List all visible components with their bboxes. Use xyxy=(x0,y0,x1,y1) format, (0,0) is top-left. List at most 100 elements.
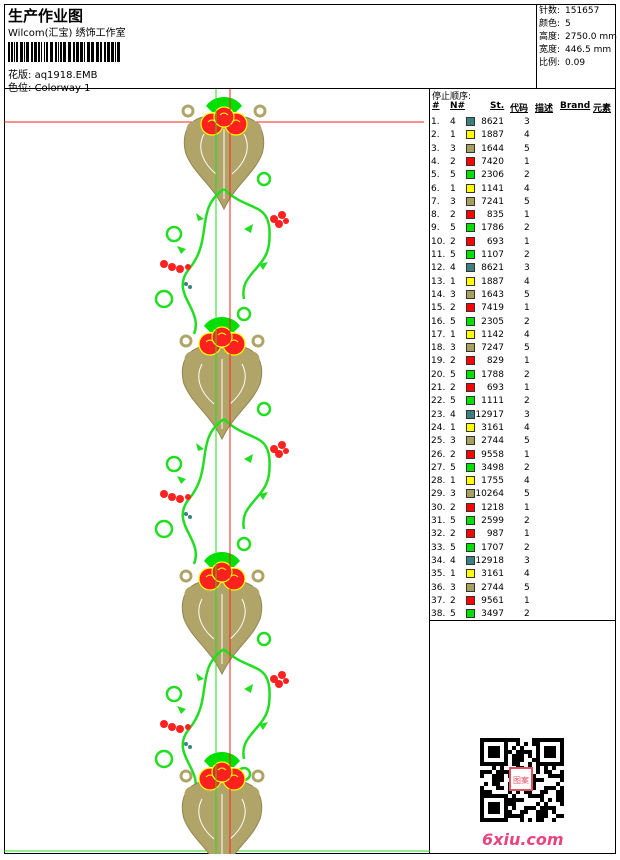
row-needle: 5 xyxy=(450,369,456,380)
row-index: 18. xyxy=(431,343,446,354)
row-code: 2 xyxy=(524,250,530,260)
row-needle: 1 xyxy=(450,130,456,141)
row-code: 2 xyxy=(524,462,530,473)
row-stitches: 1111 xyxy=(481,396,504,407)
row-code: 3 xyxy=(524,117,530,127)
color-swatch xyxy=(466,542,475,552)
table-row: 24. 1 3161 4 xyxy=(430,422,616,435)
row-needle: 1 xyxy=(450,276,456,287)
row-needle: 5 xyxy=(450,223,456,234)
row-stitches: 2599 xyxy=(481,516,504,526)
color-swatch xyxy=(466,529,475,539)
row-stitches: 3498 xyxy=(481,462,504,473)
row-index: 27. xyxy=(431,462,446,473)
row-index: 25. xyxy=(431,436,446,447)
row-needle: 2 xyxy=(450,383,456,393)
table-row: 27. 5 3498 2 xyxy=(430,462,616,475)
row-code: 1 xyxy=(524,502,530,513)
table-row: 32. 2 987 1 xyxy=(430,528,616,541)
row-stitches: 7241 xyxy=(481,196,504,207)
color-swatch xyxy=(466,143,475,153)
row-needle: 1 xyxy=(450,183,456,194)
row-index: 19. xyxy=(431,356,446,367)
row-stitches: 1755 xyxy=(481,476,504,487)
color-swatch xyxy=(466,462,475,472)
color-swatch xyxy=(466,183,475,193)
color-swatch xyxy=(466,250,475,259)
design-info-panel: 针数: 151657 颜色: 5 高度: 2750.0 mm 宽度: 446.5 mm … xyxy=(537,4,617,89)
table-row: 4. 2 7420 1 xyxy=(430,156,616,169)
row-stitches: 1887 xyxy=(481,276,504,287)
row-stitches: 1786 xyxy=(481,223,504,234)
color-swatch xyxy=(466,383,475,392)
row-code: 2 xyxy=(524,369,530,380)
qr-code: 图案 xyxy=(480,738,564,822)
design-preview xyxy=(4,89,430,860)
row-needle: 4 xyxy=(450,409,456,420)
col-header-element: 元素 xyxy=(593,104,612,114)
color-swatch xyxy=(466,343,475,353)
row-index: 4. xyxy=(431,156,440,167)
colorway-value: Colorway 1 xyxy=(34,83,91,94)
info-height: 高度: 2750.0 mm xyxy=(539,32,617,42)
row-stitches: 693 xyxy=(486,383,504,393)
row-needle: 5 xyxy=(450,396,456,407)
color-swatch xyxy=(466,476,475,486)
row-needle: 4 xyxy=(450,555,456,566)
row-code: 3 xyxy=(524,555,530,566)
row-index: 35. xyxy=(431,569,446,580)
row-stitches: 1218 xyxy=(481,502,504,513)
table-row: 29. 3 10264 5 xyxy=(430,488,616,501)
table-row: 7. 3 7241 5 xyxy=(430,196,616,209)
table-row: 10. 2 693 1 xyxy=(430,236,616,249)
row-index: 37. xyxy=(431,595,446,606)
row-index: 13. xyxy=(431,276,446,287)
stop-sequence-caption: 停止顺序: xyxy=(432,92,472,102)
col-header-stitches: St. xyxy=(490,101,505,111)
row-index: 3. xyxy=(431,143,440,154)
table-row: 35. 1 3161 4 xyxy=(430,568,616,581)
row-code: 4 xyxy=(524,130,530,141)
row-stitches: 2744 xyxy=(481,436,504,447)
col-header-needle: N# xyxy=(450,101,466,111)
row-code: 4 xyxy=(524,569,530,580)
row-stitches: 7420 xyxy=(481,156,504,167)
row-stitches: 1141 xyxy=(481,183,504,194)
watermark-site: 6xiu.com xyxy=(482,830,564,849)
row-stitches: 987 xyxy=(486,529,504,540)
row-code: 1 xyxy=(524,236,530,247)
row-needle: 5 xyxy=(450,170,456,181)
table-row: 37. 2 9561 1 xyxy=(430,595,616,608)
col-header-brand: Brand xyxy=(560,101,591,111)
row-stitches: 9558 xyxy=(481,449,504,460)
row-stitches: 1707 xyxy=(481,542,504,553)
row-index: 7. xyxy=(431,196,440,207)
row-needle: 1 xyxy=(450,569,456,580)
row-stitches: 2306 xyxy=(481,170,504,181)
row-needle: 2 xyxy=(450,236,456,247)
table-row: 28. 1 1755 4 xyxy=(430,475,616,488)
row-code: 5 xyxy=(524,289,530,300)
info-width: 宽度: 446.5 mm xyxy=(539,45,612,55)
row-needle: 2 xyxy=(450,529,456,540)
row-code: 4 xyxy=(524,422,530,433)
row-needle: 1 xyxy=(450,476,456,487)
info-stitches: 针数: 151657 xyxy=(539,6,600,16)
row-index: 1. xyxy=(431,117,440,127)
color-swatch xyxy=(466,196,475,206)
row-code: 1 xyxy=(524,449,530,460)
row-stitches: 835 xyxy=(486,210,504,221)
table-row: 31. 5 2599 2 xyxy=(430,515,616,528)
row-needle: 3 xyxy=(450,489,456,500)
row-code: 4 xyxy=(524,329,530,340)
row-stitches: 1142 xyxy=(481,329,504,340)
col-header-code: 代码 xyxy=(510,104,529,114)
qr-seal-text: 图案 xyxy=(513,775,529,785)
row-needle: 4 xyxy=(450,117,456,127)
table-row: 5. 5 2306 2 xyxy=(430,169,616,182)
color-swatch xyxy=(466,236,475,246)
table-row: 21. 2 693 1 xyxy=(430,382,616,395)
row-code: 5 xyxy=(524,489,530,500)
row-code: 1 xyxy=(524,383,530,393)
col-header-index: # xyxy=(432,101,440,111)
